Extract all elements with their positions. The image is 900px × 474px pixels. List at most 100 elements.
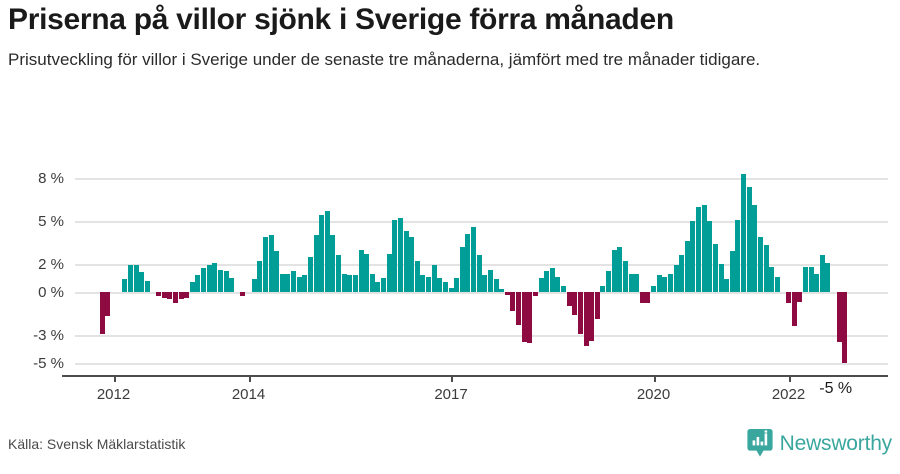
bar (516, 292, 521, 325)
bar (594, 292, 600, 320)
bar (808, 266, 814, 292)
bar (842, 292, 848, 363)
bar (409, 236, 415, 292)
bar (319, 215, 325, 292)
bar (442, 282, 448, 292)
source-note: Källa: Svensk Mäklarstatistik (8, 436, 186, 452)
bar (487, 269, 493, 292)
bar (746, 186, 752, 292)
bar (617, 246, 623, 292)
bar (437, 278, 443, 292)
bar (476, 255, 482, 292)
bar (268, 235, 274, 292)
bar (769, 266, 775, 292)
bar (735, 219, 741, 292)
x-axis-tick-mark (113, 375, 116, 382)
bar (819, 255, 825, 292)
bar (628, 273, 634, 292)
bar-chart-pin-icon (747, 429, 773, 457)
bar (313, 235, 319, 292)
bar (420, 275, 426, 292)
bar (369, 273, 375, 292)
bar (397, 218, 403, 292)
bar (302, 275, 308, 292)
bar (566, 292, 572, 307)
bar (201, 268, 206, 292)
bar (307, 256, 313, 292)
bar (622, 261, 628, 292)
y-axis-tick-label: -5 % (33, 355, 64, 372)
bar (712, 243, 718, 292)
bar (448, 287, 454, 292)
bar (291, 271, 296, 292)
bar (639, 292, 645, 304)
bar (645, 292, 651, 304)
bar (330, 235, 336, 292)
bar (757, 236, 763, 292)
bar (431, 265, 437, 292)
bar (257, 261, 263, 292)
y-axis-tick-label: 8 % (38, 170, 64, 187)
bar (791, 292, 797, 327)
bar (274, 251, 280, 292)
bar (178, 292, 184, 300)
bar (701, 205, 707, 292)
bar (611, 249, 617, 292)
x-axis-tick-mark (451, 375, 453, 382)
bar (336, 255, 341, 292)
bar (544, 271, 550, 292)
bar (459, 246, 465, 292)
bar (679, 255, 685, 292)
bar (572, 292, 578, 315)
gridline-8 (75, 178, 888, 180)
bar (381, 278, 386, 292)
bar (352, 275, 358, 292)
bar (684, 241, 690, 292)
bar (583, 292, 589, 347)
bar (156, 292, 161, 297)
bar (229, 278, 235, 292)
bar (651, 286, 656, 292)
bar (555, 276, 561, 292)
bar (600, 286, 606, 292)
x-axis-tick-label: 2017 (434, 386, 468, 403)
bar (240, 292, 246, 297)
bar (836, 292, 842, 342)
gridline-0 (75, 292, 888, 294)
bar (814, 273, 820, 292)
y-axis-tick-label: 2 % (38, 256, 64, 273)
y-axis-tick-label: 5 % (38, 213, 64, 230)
gridline--5 (75, 363, 888, 365)
bar (763, 245, 769, 292)
x-axis-tick-mark (788, 375, 791, 382)
bar (99, 292, 105, 334)
bar (532, 292, 538, 297)
last-value-annotation: -5 % (818, 380, 854, 398)
bar (386, 253, 392, 292)
bar (741, 173, 746, 292)
bar (634, 273, 640, 292)
brand-name: Newsworthy (779, 431, 893, 455)
bar (364, 253, 370, 292)
chart-subtitle: Prisutveckling för villor i Sverige unde… (8, 50, 761, 69)
bar (139, 272, 145, 292)
bar (341, 273, 347, 292)
bar (662, 276, 668, 292)
bar (279, 273, 285, 292)
brand-logo: Newsworthy (747, 428, 892, 458)
bar (774, 276, 780, 292)
bar (549, 268, 555, 292)
chart-footer: Källa: Svensk Mäklarstatistik Newsworthy (0, 422, 900, 474)
bar (251, 279, 257, 292)
bar (797, 292, 803, 303)
y-axis-tick-label: 0 % (38, 284, 64, 301)
bar (133, 265, 139, 292)
bar (577, 292, 583, 334)
bar (144, 280, 150, 292)
bar (184, 292, 190, 298)
bar (673, 265, 679, 292)
bar (561, 286, 566, 292)
chart-plot-area: 8 % 5 % 2 % 0 % -3 % -5 % 2012 2014 2017 2020 202… (0, 160, 900, 420)
bar (223, 271, 229, 292)
bar (482, 275, 488, 292)
